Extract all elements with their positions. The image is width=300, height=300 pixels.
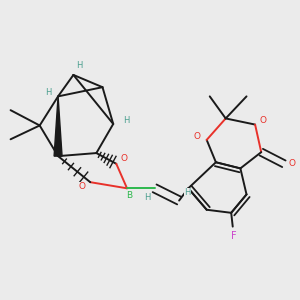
Text: F: F (232, 231, 237, 241)
Text: O: O (194, 132, 201, 141)
Text: O: O (78, 182, 85, 191)
Text: H: H (144, 193, 150, 202)
Text: O: O (288, 159, 295, 168)
Text: H: H (184, 188, 191, 197)
Text: B: B (126, 190, 133, 200)
Text: H: H (45, 88, 52, 97)
Text: H: H (123, 116, 129, 125)
Text: H: H (76, 61, 83, 70)
Polygon shape (54, 96, 62, 156)
Text: O: O (259, 116, 266, 125)
Text: O: O (121, 154, 128, 163)
